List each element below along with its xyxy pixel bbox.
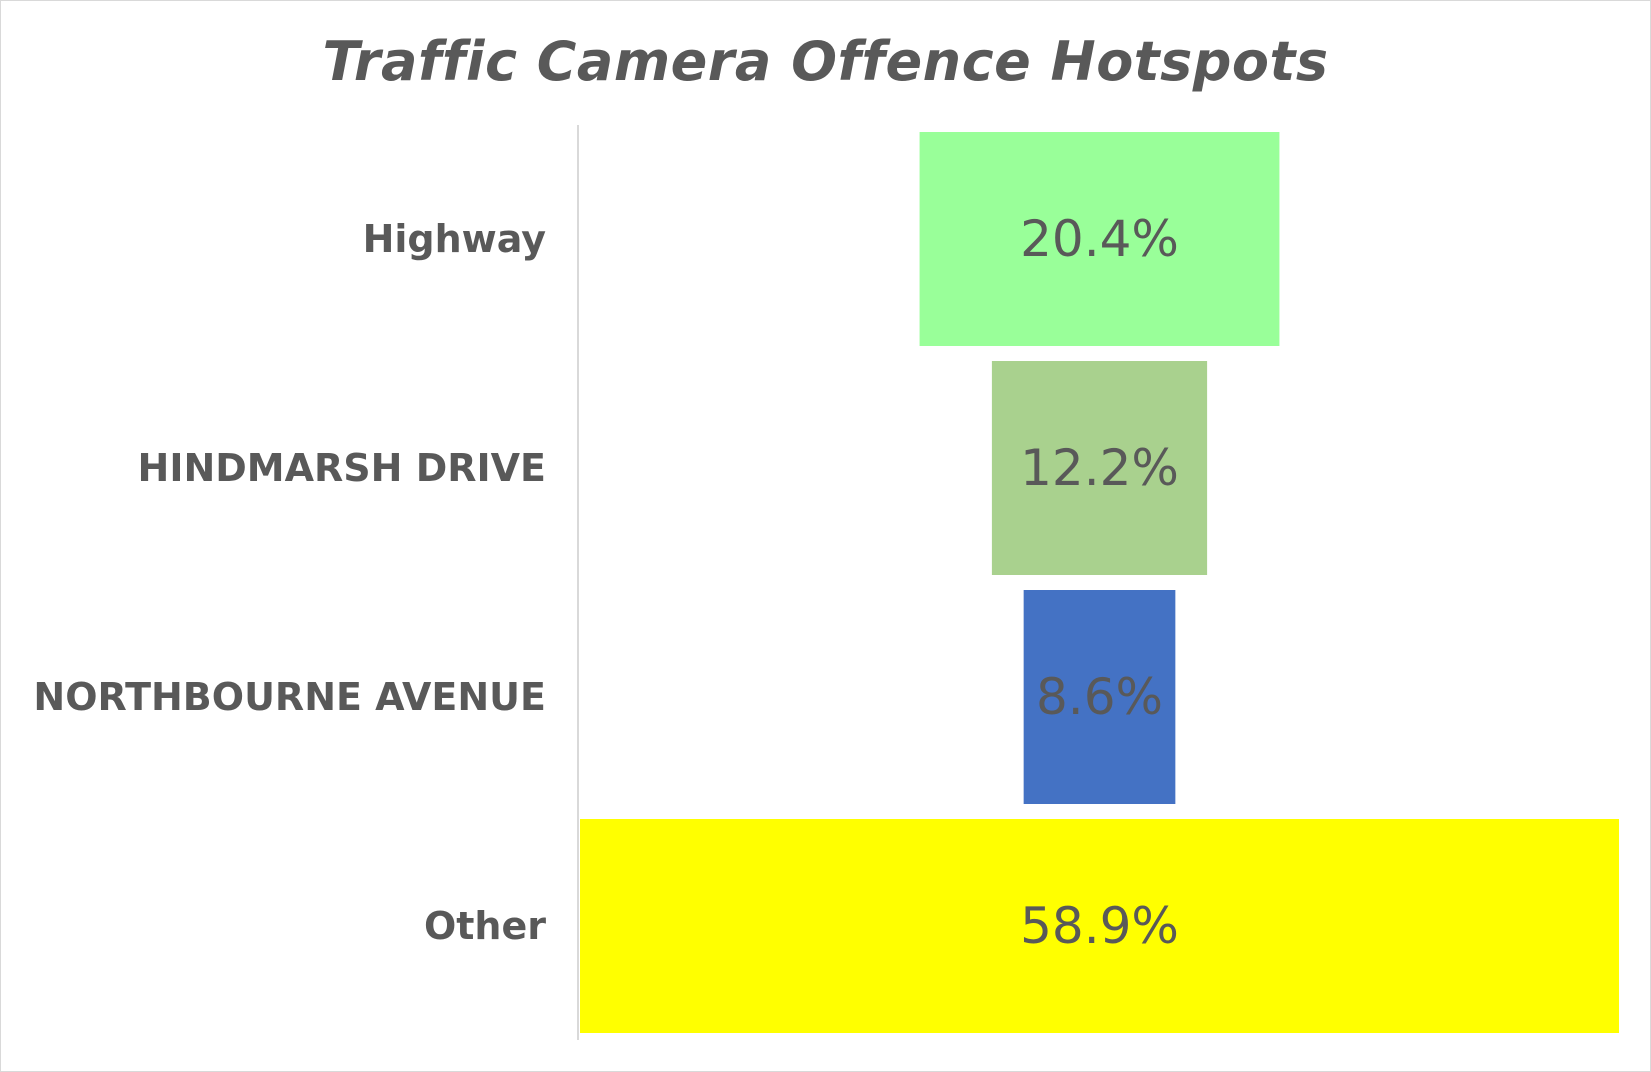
chart-title: Traffic Camera Offence Hotspots <box>322 30 1329 93</box>
category-tick-label: NORTHBOURNE AVENUE <box>33 675 546 719</box>
bar-other <box>580 819 1619 1033</box>
category-tick-label: Other <box>424 904 546 948</box>
bars-group: 20.4% Highway 12.2% HINDMARSH DRIVE 8.6% NORT… <box>33 132 1619 1033</box>
category-tick-label: Highway <box>363 217 547 261</box>
bar-hindmarsh-drive <box>991 361 1208 575</box>
data-label: 12.2% <box>1020 439 1179 497</box>
data-label: 58.9% <box>1020 897 1179 955</box>
data-label: 8.6% <box>1036 668 1163 726</box>
bar-northbourne-avenue <box>1023 590 1176 804</box>
data-label: 20.4% <box>1020 210 1179 268</box>
category-tick-label: HINDMARSH DRIVE <box>138 446 546 490</box>
bar-highway <box>919 132 1280 346</box>
